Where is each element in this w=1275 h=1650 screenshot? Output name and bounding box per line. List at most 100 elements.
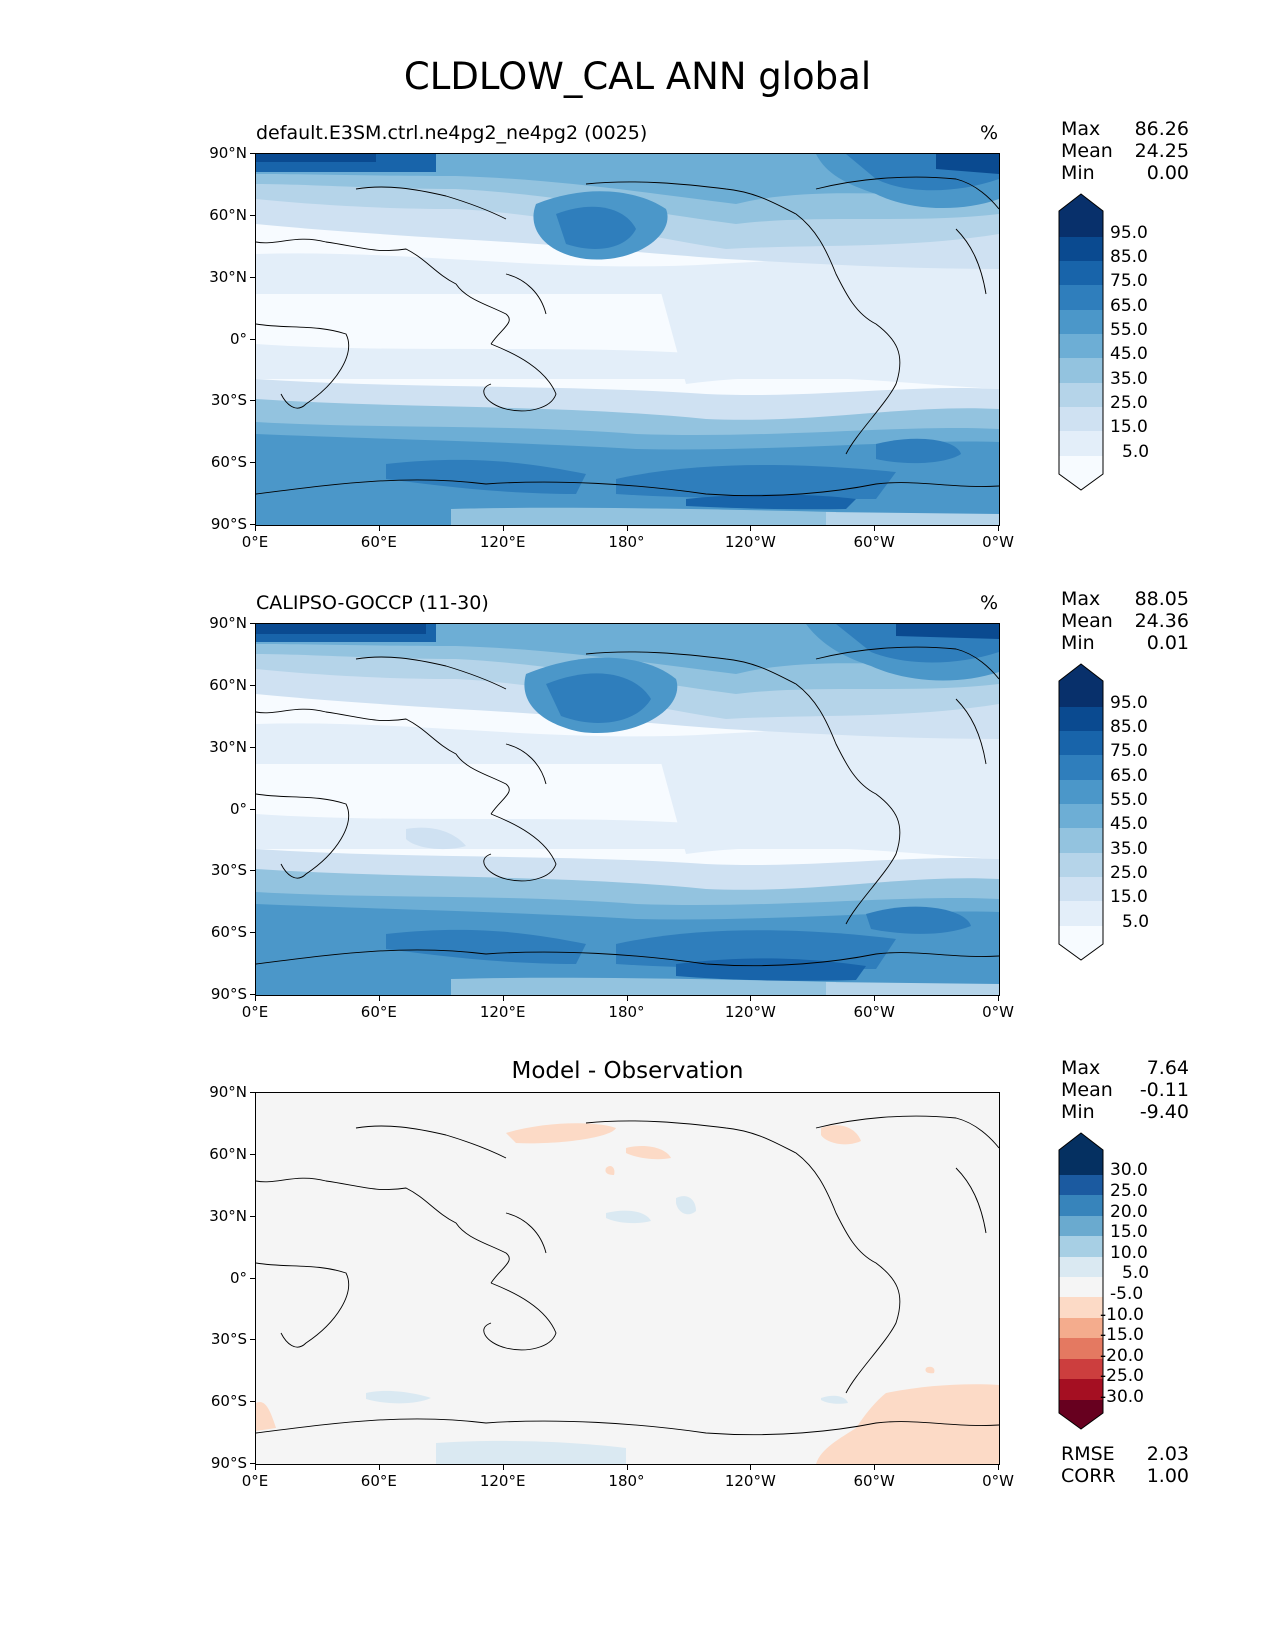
lon-tick-label: 120°E: [479, 1472, 526, 1490]
stat-value: 0.00: [1146, 162, 1189, 184]
lon-tick-mark: [998, 1465, 999, 1470]
lon-tick-mark: [874, 526, 876, 531]
lat-tick-label: 90°N: [209, 1083, 247, 1101]
colorbar-level: 95.0: [1110, 223, 1148, 243]
stats-block: Max 86.26 Mean 24.25 Min 0.00: [1061, 118, 1189, 184]
map-field: [256, 1093, 999, 1464]
colorbar-level: 15.0: [1110, 887, 1148, 907]
lat-tick-label: 90°N: [209, 144, 247, 162]
panel-units: %: [980, 122, 999, 144]
colorbar-level: 65.0: [1110, 296, 1148, 316]
stat-value: -9.40: [1139, 1101, 1189, 1123]
colorbar-level: 15.0: [1110, 417, 1148, 437]
lat-tick-mark: [250, 462, 255, 464]
lat-tick-label: 60°S: [210, 923, 247, 942]
lon-tick-label: 60°E: [360, 533, 397, 551]
panel-title: CALIPSO-GOCCP (11-30): [256, 592, 489, 614]
lon-tick-label: 60°E: [360, 1003, 397, 1021]
lat-tick-mark: [250, 1215, 255, 1217]
stat-label: Mean: [1061, 610, 1113, 632]
lat-tick-label: 60°N: [209, 205, 247, 224]
lon-tick-mark: [626, 996, 628, 1001]
lat-tick-label: 90°N: [209, 614, 247, 632]
lat-tick-label: 30°N: [209, 267, 247, 286]
colorbar-level: 10.0: [1110, 1243, 1148, 1263]
stat-value: 0.01: [1146, 632, 1189, 654]
metric-label: RMSE: [1061, 1443, 1115, 1465]
lon-tick-label: 120°W: [724, 1003, 776, 1021]
stat-label: Max: [1061, 118, 1101, 140]
colorbar-level: 65.0: [1110, 766, 1148, 786]
lat-tick-label: 30°S: [210, 1330, 247, 1349]
lat-tick-mark: [250, 1092, 255, 1093]
lon-tick-label: 120°W: [724, 533, 776, 551]
lon-tick-mark: [874, 996, 876, 1001]
stat-value: 88.05: [1134, 588, 1189, 610]
lon-tick-label: 0°W: [982, 1472, 1014, 1490]
stats-block: Max 7.64 Mean -0.11 Min -9.40: [1061, 1057, 1189, 1123]
lat-tick-mark: [250, 153, 255, 154]
colorbar-level: 55.0: [1110, 790, 1148, 810]
lon-tick-label: 180°: [608, 533, 645, 551]
map-field: [256, 154, 999, 525]
colorbar-level: 5.0: [1122, 442, 1150, 462]
lat-tick-label: 30°S: [210, 391, 247, 410]
colorbar-level: 35.0: [1110, 839, 1148, 859]
lat-tick-label: 90°S: [210, 1454, 247, 1472]
lon-tick-mark: [378, 1465, 380, 1470]
lat-tick-label: 90°S: [210, 515, 247, 533]
lat-tick-mark: [250, 1401, 255, 1403]
map-field: [256, 624, 999, 995]
lat-tick-mark: [250, 746, 255, 748]
lat-tick-mark: [250, 623, 255, 624]
colorbar-level: 45.0: [1110, 814, 1148, 834]
lat-tick-mark: [250, 1153, 255, 1155]
lat-tick-mark: [250, 994, 255, 995]
lat-tick-label: 60°S: [210, 1392, 247, 1411]
colorbar-level: -15.0: [1100, 1325, 1144, 1345]
colorbar-level: 45.0: [1110, 344, 1148, 364]
stat-value: 24.36: [1134, 610, 1189, 632]
metrics-block: RMSE 2.03 CORR 1.00: [1061, 1443, 1189, 1487]
panel-units: %: [980, 592, 999, 614]
lat-tick-mark: [250, 338, 255, 340]
lat-tick-label: 90°S: [210, 985, 247, 1003]
lat-tick-mark: [250, 214, 255, 216]
lon-tick-label: 60°E: [360, 1472, 397, 1490]
colorbar-level: 20.0: [1110, 1202, 1148, 1222]
map-diff: [255, 1092, 1000, 1465]
panel-title: default.E3SM.ctrl.ne4pg2_ne4pg2 (0025): [256, 122, 648, 144]
map-test: [255, 153, 1000, 526]
lon-tick-mark: [255, 526, 256, 531]
lat-tick-label: 30°N: [209, 1206, 247, 1225]
lon-tick-label: 180°: [608, 1472, 645, 1490]
lat-tick-label: 60°N: [209, 1144, 247, 1163]
lon-tick-mark: [502, 526, 504, 531]
stat-value: 86.26: [1134, 118, 1189, 140]
stat-label: Min: [1061, 162, 1095, 184]
colorbar-level: -25.0: [1100, 1366, 1144, 1386]
colorbar-level: 25.0: [1110, 863, 1148, 883]
lon-tick-label: 60°W: [853, 1003, 895, 1021]
lon-tick-label: 60°W: [853, 1472, 895, 1490]
panel-title: Model - Observation: [511, 1058, 744, 1084]
lat-tick-label: 30°S: [210, 861, 247, 880]
lat-tick-mark: [250, 1463, 255, 1464]
lon-tick-mark: [750, 526, 752, 531]
colorbar: [1058, 193, 1104, 491]
lat-tick-label: 0°: [229, 329, 247, 348]
lat-tick-mark: [250, 684, 255, 686]
lon-tick-label: 60°W: [853, 533, 895, 551]
stat-label: Max: [1061, 588, 1101, 610]
colorbar-level: -10.0: [1100, 1305, 1144, 1325]
colorbar-level: 85.0: [1110, 717, 1148, 737]
map-ref: [255, 623, 1000, 996]
lat-tick-mark: [250, 932, 255, 934]
lon-tick-mark: [378, 996, 380, 1001]
lon-tick-mark: [255, 996, 256, 1001]
colorbar: [1058, 663, 1104, 961]
lat-tick-mark: [250, 400, 255, 402]
metric-value: 2.03: [1146, 1443, 1189, 1465]
colorbar-level: 85.0: [1110, 247, 1148, 267]
colorbar-level: 75.0: [1110, 271, 1148, 291]
